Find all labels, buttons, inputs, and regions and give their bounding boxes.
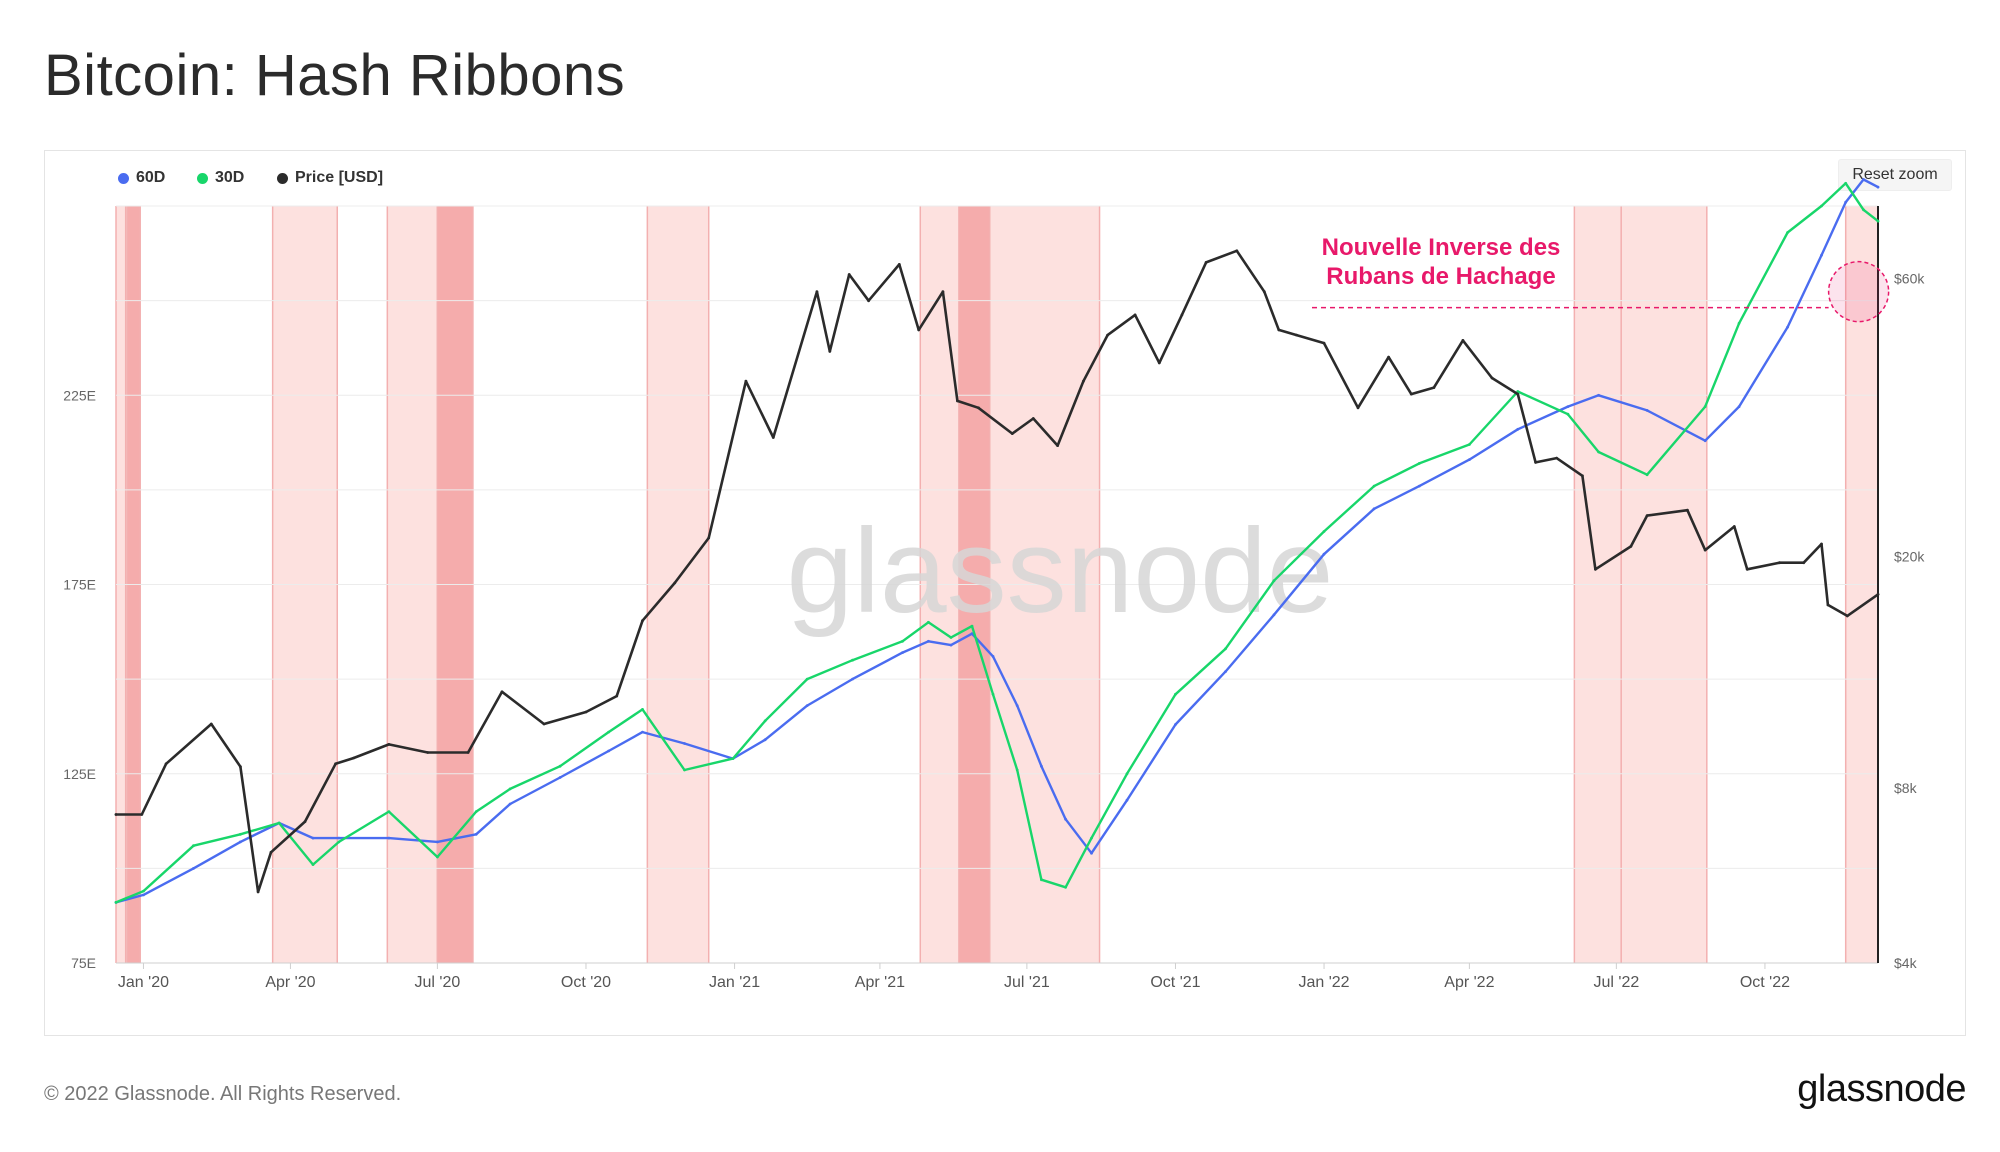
chart-frame xyxy=(44,150,1966,1036)
footer-copyright: © 2022 Glassnode. All Rights Reserved. xyxy=(44,1083,402,1105)
legend-label-60d: 60D xyxy=(136,169,166,186)
footer-logo[interactable]: glassnode xyxy=(1797,1068,1966,1110)
page-title: Bitcoin: Hash Ribbons xyxy=(44,43,626,108)
legend-dot-60d xyxy=(118,172,129,184)
reset-zoom-button[interactable]: Reset zoom xyxy=(1838,159,1952,191)
legend-label-30d: 30D xyxy=(215,169,245,186)
legend-dot-30d xyxy=(197,172,208,184)
legend-item-price[interactable]: Price [USD] xyxy=(277,169,383,187)
legend-item-60d[interactable]: 60D xyxy=(118,169,165,187)
legend-item-30d[interactable]: 30D xyxy=(197,169,244,187)
legend-dot-price xyxy=(277,172,288,184)
legend-label-price: Price [USD] xyxy=(295,169,384,186)
